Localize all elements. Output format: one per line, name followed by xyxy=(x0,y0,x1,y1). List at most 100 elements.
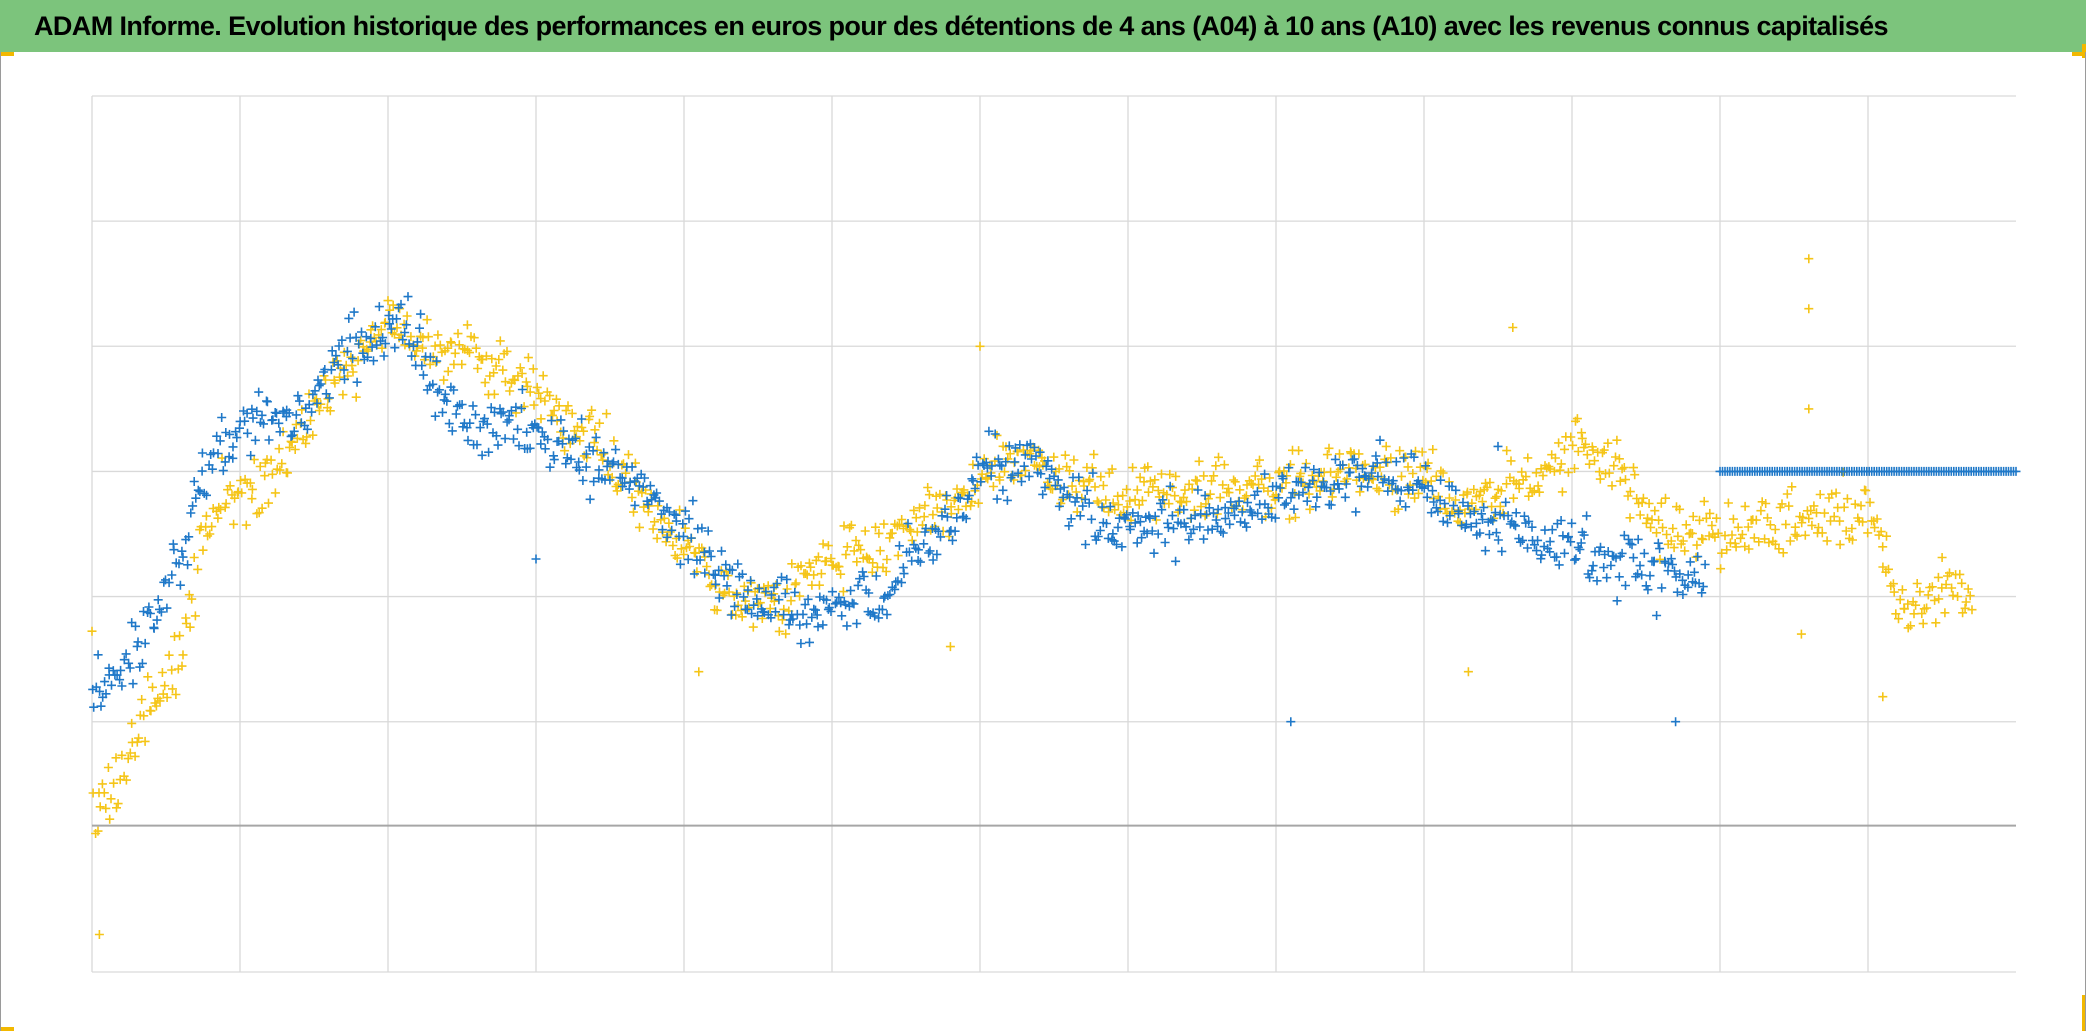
point-a04-183 xyxy=(416,309,426,319)
point-a04-78 xyxy=(228,453,238,463)
point-a04-44 xyxy=(167,570,177,580)
point-a10-387 xyxy=(781,629,791,639)
point-a10-1057 xyxy=(1796,629,1806,639)
point-a04-397 xyxy=(800,600,810,610)
point-a04-456 xyxy=(904,547,914,557)
point-a04-138 xyxy=(334,341,344,351)
point-a04-354 xyxy=(722,581,732,591)
point-a10-285 xyxy=(598,455,608,465)
point-a10-127 xyxy=(314,406,324,416)
point-a04-229 xyxy=(498,407,508,417)
point-a10-961 xyxy=(1809,501,1819,511)
point-a04-760 xyxy=(1451,485,1461,495)
point-a10-996 xyxy=(1872,514,1882,524)
point-a04-747 xyxy=(1428,486,1437,496)
point-a10-907 xyxy=(1712,513,1721,523)
point-a10-564 xyxy=(1098,481,1108,490)
point-a04-367 xyxy=(746,576,756,586)
point-a10-1019 xyxy=(1912,579,1922,588)
point-a04-703 xyxy=(1349,454,1359,464)
point-a10-758 xyxy=(1444,493,1454,503)
point-a04-701 xyxy=(1345,467,1355,477)
point-a10-560 xyxy=(1090,482,1100,492)
point-a10-1037 xyxy=(1945,568,1954,578)
point-a04-495 xyxy=(976,477,986,487)
point-a10-1000 xyxy=(1878,562,1888,572)
point-a04-796 xyxy=(1516,537,1525,547)
point-a04-683 xyxy=(1312,492,1322,502)
point-a10-390 xyxy=(786,596,796,606)
point-a04-755 xyxy=(1443,518,1452,528)
point-a10-3 xyxy=(93,826,103,836)
point-a10-50 xyxy=(177,661,187,671)
point-a10-898 xyxy=(1697,534,1707,544)
point-a04-720 xyxy=(1379,474,1389,484)
point-a04-694 xyxy=(1333,479,1343,489)
point-a04-295 xyxy=(617,473,627,483)
point-a10-24 xyxy=(130,751,140,761)
point-a04-404 xyxy=(812,610,822,620)
point-a04-716 xyxy=(1372,458,1382,468)
point-a04-530 xyxy=(1038,489,1048,499)
point-a04-169 xyxy=(390,343,400,353)
point-a10-573 xyxy=(1113,500,1123,510)
point-a10-577 xyxy=(1122,484,1132,494)
point-a10-1060 xyxy=(1804,404,1814,414)
point-a04-231 xyxy=(502,417,512,427)
point-a04-550 xyxy=(1074,472,1084,482)
point-a10-988 xyxy=(1858,517,1868,527)
point-a10-323 xyxy=(665,527,675,537)
point-a04-786 xyxy=(1497,546,1507,556)
point-a04-424 xyxy=(847,598,857,608)
point-a10-411 xyxy=(823,541,833,551)
point-a04-120 xyxy=(302,424,312,434)
point-a04-585 xyxy=(1137,533,1147,543)
point-a04-256 xyxy=(547,416,556,426)
point-a10-164 xyxy=(380,317,390,327)
point-a04-147 xyxy=(351,332,361,342)
point-a04-411 xyxy=(824,603,834,613)
point-a04-632 xyxy=(1220,514,1230,524)
point-a04-392 xyxy=(790,587,800,597)
point-a10-632 xyxy=(1219,460,1229,470)
point-a10-631 xyxy=(1218,480,1228,490)
point-a10-630 xyxy=(1215,493,1225,503)
point-a10-410 xyxy=(821,556,831,566)
point-a10-483 xyxy=(952,484,962,494)
point-a10-365 xyxy=(740,596,750,606)
point-a10-248 xyxy=(532,382,542,392)
point-a10-427 xyxy=(852,557,862,567)
point-a04-221 xyxy=(484,447,494,457)
point-a04-875 xyxy=(1657,583,1667,593)
point-a04-35 xyxy=(149,623,159,633)
point-a04-662 xyxy=(1275,483,1285,493)
point-a04-604 xyxy=(1171,556,1181,566)
point-a10-9 xyxy=(103,763,113,772)
point-a04-32 xyxy=(144,602,154,612)
point-a10-228 xyxy=(495,336,505,346)
point-a10-730 xyxy=(1395,446,1405,456)
point-a10-417 xyxy=(834,562,844,572)
point-a10-443 xyxy=(881,567,891,576)
point-a04-833 xyxy=(1582,511,1592,521)
point-a10-561 xyxy=(1092,496,1102,506)
point-a04-621 xyxy=(1202,509,1212,519)
point-a04-850 xyxy=(1612,596,1622,606)
point-a04-48 xyxy=(174,559,184,569)
point-a10-28 xyxy=(137,695,147,704)
point-a04-90 xyxy=(248,413,258,423)
point-a04-455 xyxy=(903,519,913,529)
point-a04-866 xyxy=(1641,581,1651,591)
point-a04-650 xyxy=(1253,508,1263,518)
point-a04-661 xyxy=(1274,493,1284,503)
point-a10-605 xyxy=(1171,471,1181,481)
point-a10-946 xyxy=(1782,489,1792,499)
point-a04-480 xyxy=(948,535,957,545)
point-a10-750 xyxy=(1431,471,1441,481)
point-a04-101 xyxy=(268,415,278,425)
point-a04-216 xyxy=(475,423,485,433)
point-a10-692 xyxy=(1327,492,1337,502)
point-a10-246 xyxy=(528,364,538,374)
point-a10-396 xyxy=(796,561,806,571)
point-a04-420 xyxy=(841,600,851,610)
